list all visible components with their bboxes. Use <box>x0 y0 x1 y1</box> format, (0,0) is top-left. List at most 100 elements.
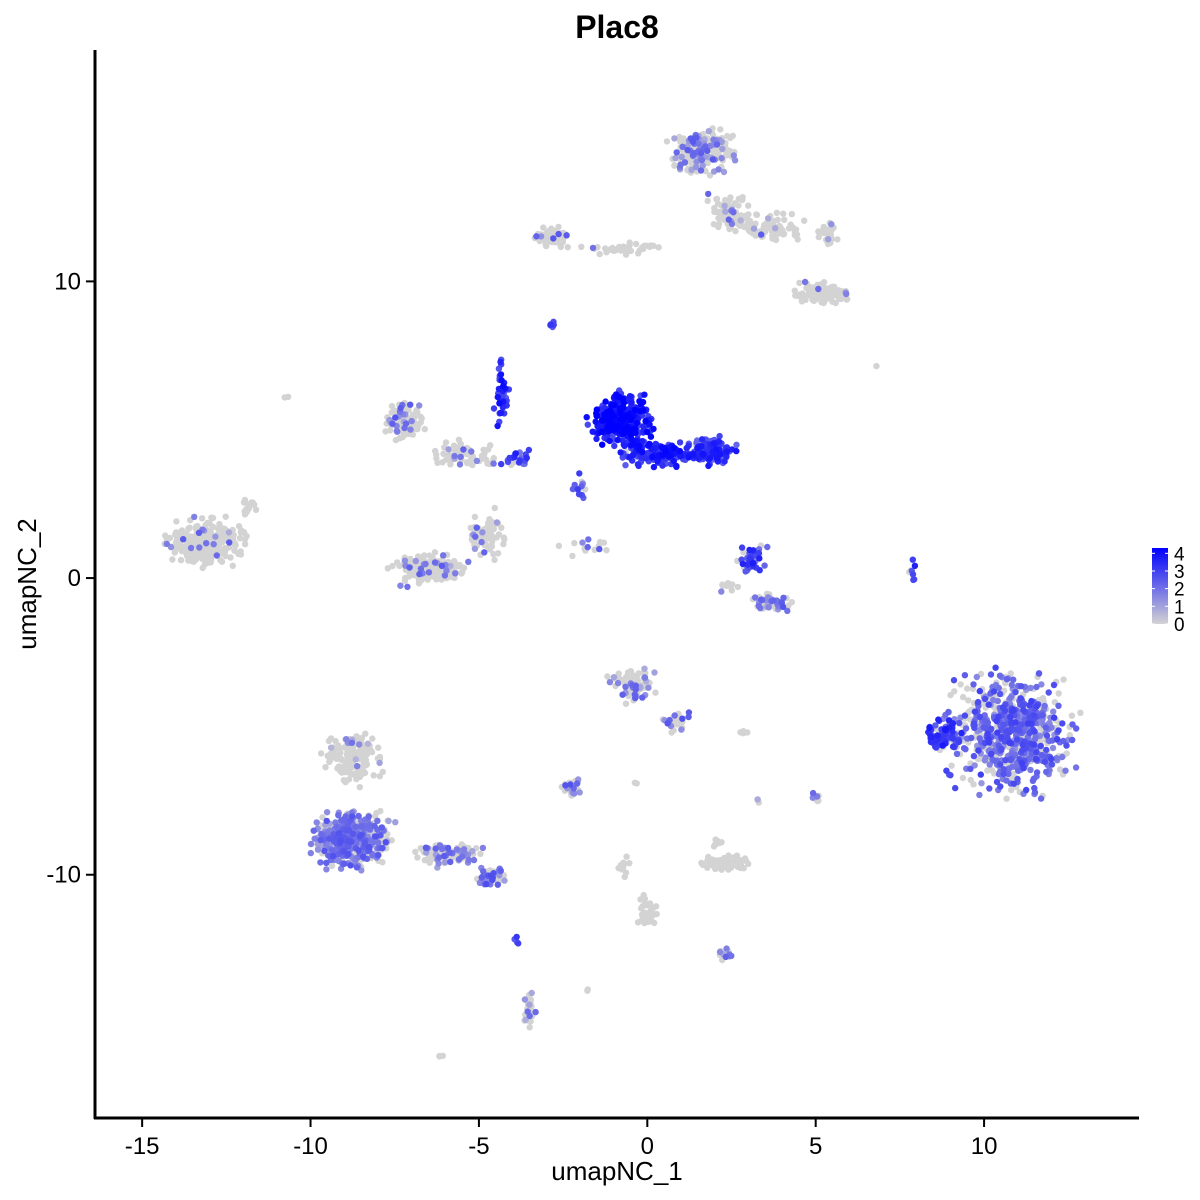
scatter-point <box>1008 786 1015 794</box>
scatter-point <box>528 989 535 997</box>
scatter-point <box>1014 775 1021 783</box>
scatter-point <box>433 565 440 572</box>
scatter-point <box>726 225 733 233</box>
scatter-point <box>600 539 608 546</box>
scatter-point <box>695 455 702 462</box>
scatter-point <box>426 552 433 559</box>
scatter-point <box>1062 767 1069 774</box>
scatter-point <box>470 856 478 864</box>
scatter-point <box>677 452 684 460</box>
scatter-point <box>410 571 418 578</box>
scatter-point <box>376 759 383 767</box>
scatter-point <box>825 294 832 301</box>
scatter-point <box>512 450 519 457</box>
scatter-point <box>413 407 420 414</box>
scatter-point <box>673 462 680 470</box>
scatter-point <box>948 762 955 769</box>
scatter-point <box>485 446 492 453</box>
scatter-point <box>335 812 342 819</box>
scatter-point <box>697 167 705 174</box>
scatter-point <box>1066 731 1074 739</box>
scatter-point <box>417 413 424 420</box>
scatter-point <box>527 996 534 1003</box>
scatter-point <box>685 709 693 716</box>
scatter-point <box>621 873 628 881</box>
scatter-point <box>725 216 732 223</box>
scatter-point <box>163 540 170 548</box>
scatter-point <box>421 425 428 433</box>
scatter-point <box>1010 707 1017 714</box>
scatter-point <box>313 819 320 826</box>
scatter-point <box>1014 736 1021 743</box>
scatter-point <box>490 525 497 533</box>
scatter-point <box>341 860 348 867</box>
scatter-point <box>460 446 467 453</box>
scatter-point <box>562 782 569 789</box>
scatter-point <box>564 244 571 251</box>
scatter-point <box>371 822 378 830</box>
scatter-point <box>435 854 443 861</box>
scatter-point <box>799 290 806 297</box>
scatter-point <box>490 405 498 412</box>
scatter-point <box>1015 767 1022 774</box>
scatter-point <box>412 557 419 565</box>
scatter-point <box>713 454 720 462</box>
scatter-point <box>698 156 706 164</box>
scatter-point <box>968 734 975 742</box>
scatter-point <box>405 573 413 580</box>
scatter-point <box>1005 770 1012 778</box>
scatter-point <box>557 243 564 251</box>
scatter-point <box>738 544 746 551</box>
scatter-point <box>348 739 356 746</box>
scatter-point <box>934 732 941 739</box>
scatter-point <box>550 235 557 242</box>
scatter-point <box>392 819 399 826</box>
scatter-point <box>422 844 430 851</box>
scatter-point <box>451 452 458 460</box>
scatter-point <box>639 694 646 701</box>
scatter-point <box>664 720 671 727</box>
scatter-point <box>563 232 570 239</box>
scatter-point <box>945 717 953 724</box>
scatter-point <box>642 417 649 425</box>
scatter-point <box>480 452 487 460</box>
scatter-point <box>229 562 236 569</box>
scatter-point <box>710 221 717 228</box>
scatter-point <box>676 439 684 446</box>
legend-tick-label: 2 <box>1174 580 1185 601</box>
scatter-point <box>516 457 523 464</box>
scatter-point <box>655 244 662 251</box>
scatter-point <box>555 223 562 231</box>
scatter-point <box>620 399 627 407</box>
scatter-point <box>615 864 622 872</box>
scatter-point <box>463 459 471 467</box>
scatter-point <box>670 444 678 452</box>
scatter-point <box>317 836 324 844</box>
scatter-point <box>707 142 714 149</box>
scatter-point <box>1037 795 1045 802</box>
scatter-point <box>988 750 995 757</box>
scatter-point <box>1007 756 1014 763</box>
scatter-point <box>205 547 213 554</box>
scatter-point <box>734 583 742 591</box>
scatter-point <box>1049 744 1057 752</box>
scatter-point <box>401 557 409 564</box>
scatter-point <box>232 542 239 549</box>
scatter-point <box>986 761 993 768</box>
scatter-point <box>627 247 635 255</box>
scatter-point <box>745 227 753 234</box>
scatter-point <box>613 426 620 433</box>
scatter-point <box>486 546 494 553</box>
scatter-point <box>342 778 349 786</box>
scatter-point <box>843 290 850 298</box>
scatter-point <box>526 1001 533 1008</box>
scatter-point <box>421 857 428 864</box>
x-tick-label: -5 <box>468 1133 489 1160</box>
scatter-point <box>828 221 835 228</box>
scatter-point <box>632 406 639 414</box>
scatter-point <box>370 839 377 846</box>
scatter-point <box>397 582 404 589</box>
scatter-point <box>756 555 763 562</box>
scatter-point <box>1012 719 1019 726</box>
scatter-point <box>676 447 684 455</box>
